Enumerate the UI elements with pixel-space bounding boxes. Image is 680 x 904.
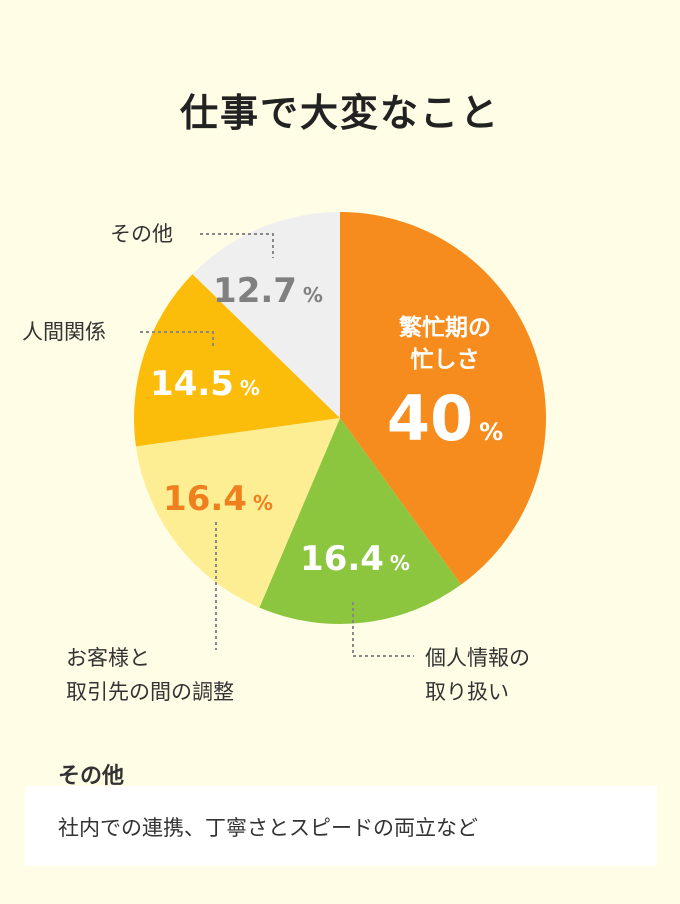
- note-box: 社内での連携、丁寧さとスピードの両立など: [25, 786, 657, 866]
- slice-category-label: お客様と: [66, 646, 150, 670]
- leader-line: [140, 331, 214, 348]
- slice-value-label: 12.7%: [213, 271, 323, 311]
- slice-category-label: 個人情報の: [425, 646, 530, 670]
- leader-line: [200, 233, 274, 258]
- pie-slice-4: [192, 212, 340, 418]
- slice-category-label: 忙しさ: [411, 346, 480, 373]
- pie-slice-2: [135, 418, 340, 608]
- slice-category-label: 取り扱い: [425, 680, 509, 704]
- pie-slice-1: [259, 418, 462, 625]
- note-heading: その他: [58, 764, 125, 789]
- pie-slice-3: [133, 274, 340, 447]
- note-text: 社内での連携、丁寧さとスピードの両立など: [58, 816, 478, 840]
- pie-slice-0: [340, 212, 546, 585]
- chart-title: 仕事で大変なこと: [179, 91, 500, 135]
- leader-line: [352, 602, 414, 657]
- slice-value-label: 16.4%: [300, 539, 410, 579]
- slice-value-label: 16.4%: [163, 479, 273, 519]
- slice-category-label: 繁忙期の: [399, 314, 491, 341]
- slice-category-label: 取引先の間の調整: [66, 680, 234, 704]
- slice-category-label: その他: [110, 222, 173, 246]
- slice-value-label: 40%: [387, 382, 503, 455]
- slice-category-label: 人間関係: [22, 320, 106, 344]
- slice-value-label: 14.5%: [150, 364, 260, 404]
